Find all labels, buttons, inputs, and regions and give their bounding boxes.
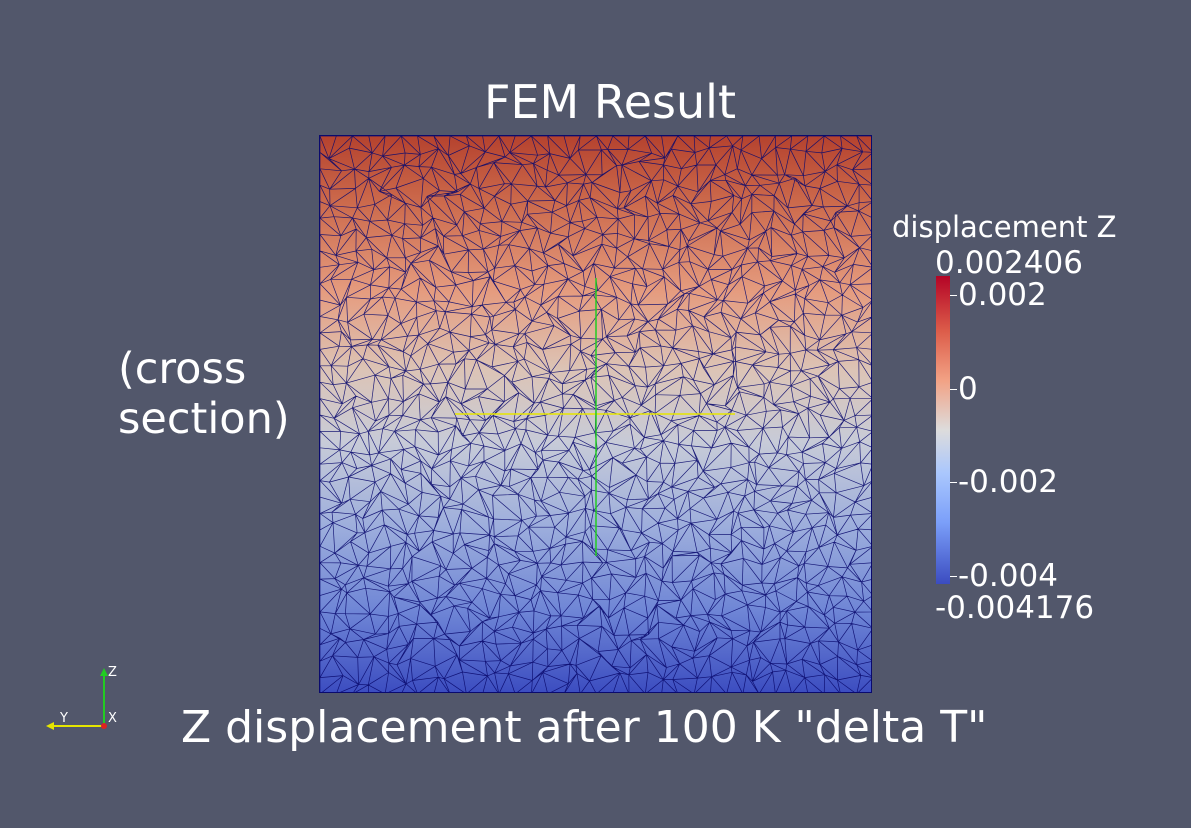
y-axis-arrow xyxy=(46,722,54,730)
scalar-bar-tick-label: 0.002 xyxy=(958,277,1047,313)
cross-section-label-line1: (cross xyxy=(118,344,247,394)
scalar-bar-tick-label: 0 xyxy=(958,371,978,407)
z-axis-arrow xyxy=(100,668,108,676)
scalar-bar-title: displacement Z xyxy=(892,210,1117,244)
scalar-bar-tick xyxy=(950,295,957,296)
scalar-bar-tick-label: -0.004 xyxy=(958,558,1058,594)
orientation-axes: Z Y X xyxy=(40,660,130,740)
cross-section-label: (cross section) xyxy=(118,344,290,444)
mesh-edges xyxy=(320,136,871,692)
scalar-bar-min: -0.004176 xyxy=(935,590,1095,626)
x-axis-label: X xyxy=(108,711,117,726)
view-title: FEM Result xyxy=(484,75,736,129)
scalar-bar-gradient xyxy=(936,276,950,584)
z-axis-label: Z xyxy=(108,665,117,680)
x-axis-dot xyxy=(101,723,107,729)
scalar-bar-tick xyxy=(950,389,957,390)
scalar-bar-tick-label: -0.002 xyxy=(958,464,1058,500)
mesh-wireframe xyxy=(320,136,871,692)
scalar-bar-tick xyxy=(950,576,957,577)
caption: Z displacement after 100 K "delta T" xyxy=(181,702,988,753)
scalar-bar-tick xyxy=(950,482,957,483)
scalar-bar-max: 0.002406 xyxy=(935,245,1083,281)
cross-section-label-line2: section) xyxy=(118,394,290,444)
y-axis-label: Y xyxy=(60,711,68,726)
fem-mesh-cross-section[interactable] xyxy=(319,135,872,693)
